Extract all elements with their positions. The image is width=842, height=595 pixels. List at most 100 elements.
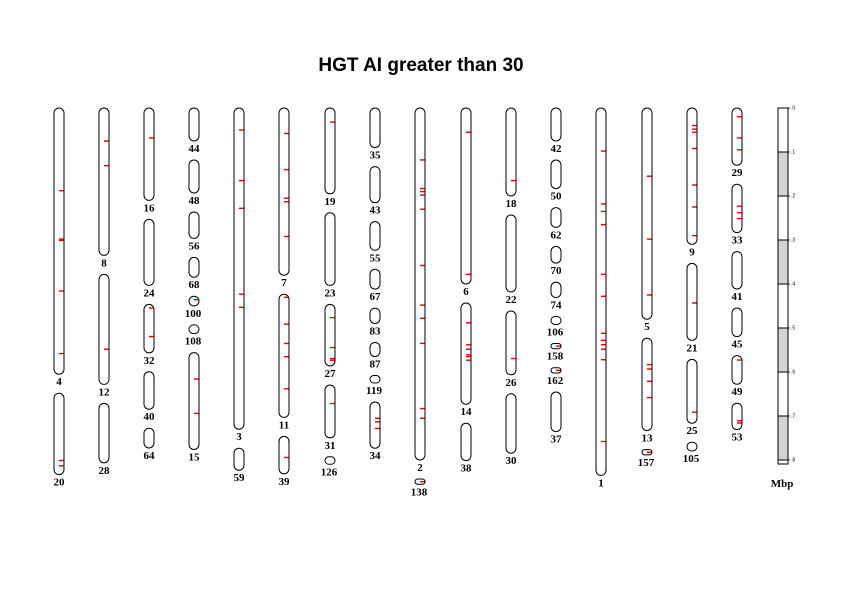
contig: 87 — [369, 341, 381, 371]
contig: 158 — [547, 342, 564, 363]
scale-tick-label: .7 — [791, 414, 795, 420]
contig: 100 — [185, 295, 202, 320]
contig-label: 13 — [642, 433, 654, 445]
contig: 162 — [547, 367, 564, 387]
contig-label: 29 — [732, 167, 744, 179]
contig: 6 — [460, 107, 472, 298]
contig-bar — [686, 262, 698, 341]
contig: 3 — [233, 107, 245, 443]
contig-label: 35 — [370, 150, 382, 162]
contig-bar — [550, 159, 562, 190]
contig-bar — [686, 107, 698, 245]
contig-label: 25 — [687, 425, 699, 437]
contig-bar — [324, 212, 336, 286]
figure-title: HGT AI greater than 30 — [318, 55, 523, 76]
contig-label: 34 — [370, 450, 382, 462]
contig-label: 55 — [370, 252, 382, 264]
contig-label: 31 — [325, 440, 336, 452]
contig: 19 — [324, 107, 336, 208]
contig-label: 32 — [144, 355, 156, 367]
scale-tick-label: .8 — [791, 458, 795, 464]
contig-bar — [641, 107, 653, 320]
contig: 44 — [188, 107, 200, 155]
contig-label: 50 — [551, 191, 563, 203]
contig: 105 — [683, 441, 700, 465]
contig: 49 — [731, 355, 744, 398]
contig-label: 119 — [366, 385, 382, 397]
contig-label: 38 — [461, 463, 473, 475]
contig: 70 — [550, 245, 563, 277]
contig-bar — [188, 352, 200, 450]
contig-bar — [143, 427, 155, 449]
contig-bar — [369, 107, 381, 149]
contig-bar — [143, 107, 155, 201]
contig-bar — [686, 441, 698, 452]
contig: 29 — [731, 107, 744, 179]
contig-bar — [188, 107, 200, 142]
contig: 21 — [686, 262, 698, 354]
contig-bar — [550, 245, 562, 264]
contig: 8 — [98, 107, 110, 269]
contig-label: 67 — [370, 291, 382, 303]
contig-label: 14 — [461, 406, 473, 418]
scale-tick-label: .5 — [791, 326, 795, 332]
contig-bar — [550, 316, 562, 325]
contig-label: 21 — [687, 342, 698, 354]
contig: 138 — [411, 478, 428, 498]
contig: 25 — [686, 358, 699, 437]
contig-bar — [188, 256, 200, 278]
contig-bar — [641, 337, 653, 432]
contig-label: 138 — [411, 486, 428, 498]
contig-label: 28 — [99, 465, 111, 477]
contig: 23 — [324, 212, 336, 299]
contig-bar — [731, 402, 743, 431]
contig: 31 — [324, 384, 336, 452]
contig: 28 — [98, 402, 111, 477]
contig-label: 70 — [551, 265, 563, 277]
contig-bar — [324, 384, 336, 439]
contig-label: 15 — [189, 451, 201, 463]
contig-label: 74 — [551, 300, 563, 312]
contig: 13 — [641, 337, 654, 445]
contig: 24 — [143, 218, 155, 299]
contig-label: 49 — [732, 386, 744, 398]
contig: 40 — [143, 371, 155, 423]
contig-label: 11 — [279, 419, 289, 431]
contig-label: 53 — [732, 432, 744, 444]
contig: 59 — [233, 447, 245, 484]
contig: 64 — [143, 427, 155, 462]
scale-tick-label: .3 — [791, 238, 795, 244]
contig-bar — [550, 391, 562, 433]
contig: 39 — [278, 435, 290, 488]
contig-bar — [595, 107, 607, 476]
contig-label: 12 — [99, 386, 111, 398]
contig-bar — [505, 310, 517, 376]
contig-bar — [188, 159, 200, 194]
contig-bar — [369, 166, 381, 204]
contig: 4 — [53, 107, 65, 388]
contig-bar — [460, 107, 472, 285]
contig-label: 126 — [321, 466, 338, 478]
contig: 2 — [414, 107, 426, 474]
contig-bar — [143, 371, 155, 410]
contig: 12 — [98, 273, 111, 398]
contig-label: 26 — [506, 377, 518, 389]
scale-segment — [777, 371, 789, 417]
contig-bar — [505, 214, 517, 293]
contig-bar — [505, 393, 517, 454]
contig-label: 68 — [189, 279, 201, 291]
contig: 42 — [550, 107, 562, 155]
contig-bar — [324, 107, 336, 195]
scale-tick-label: .1 — [791, 150, 795, 156]
contig-bar — [731, 107, 743, 166]
contig-bar — [460, 422, 472, 462]
contig-label: 157 — [638, 457, 655, 469]
contig-bar — [686, 358, 698, 424]
contig: 38 — [460, 422, 473, 475]
contig: 9 — [686, 107, 698, 258]
contig-bar — [460, 302, 472, 405]
scale-segment — [777, 283, 789, 329]
contig-label: 30 — [506, 455, 518, 467]
contig-bar — [369, 341, 381, 358]
contig: 33 — [731, 183, 743, 247]
